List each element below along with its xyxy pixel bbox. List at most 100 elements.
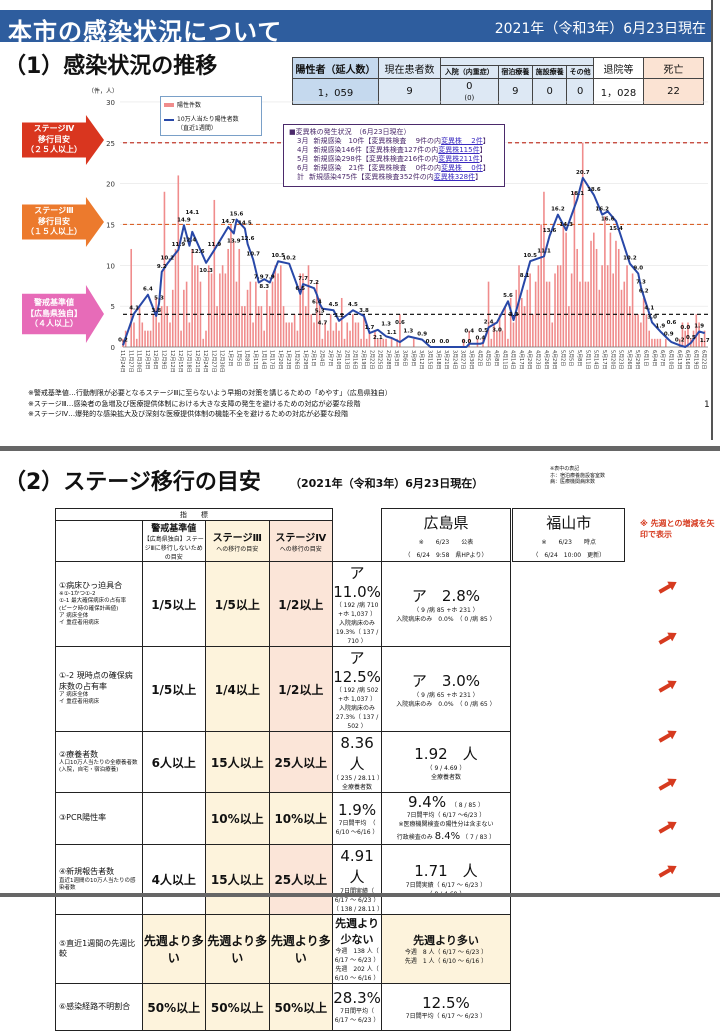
line-value-label: 14.9	[177, 217, 191, 223]
alert-threshold: 1/5以上	[141, 646, 206, 732]
alert-threshold: 4人以上	[141, 844, 206, 915]
bar	[307, 265, 310, 347]
line-value-label: 14.1	[185, 210, 199, 216]
line-value-label: 10.2	[282, 256, 296, 262]
line-value-label: 12.6	[191, 249, 205, 255]
bar	[232, 240, 235, 347]
bar	[357, 322, 360, 347]
bar	[166, 306, 169, 347]
x-tick-label: 5月8日	[576, 350, 582, 366]
line-value-label: 0.6	[395, 320, 405, 326]
x-tick-label: 2月25日	[377, 350, 383, 370]
table-legend-note: ※表中の表記 ホ：宿泊療養施設客室数 病：医療機関病床数	[550, 466, 605, 486]
stage3-threshold: 1/4以上	[204, 646, 270, 732]
bar	[684, 330, 687, 347]
bar	[496, 330, 498, 347]
fukuyama-main: 先週より多い	[413, 934, 479, 947]
line-value-label: 0.2	[118, 337, 128, 343]
fukuyama-pub: ※ 6/23 時点	[541, 538, 596, 546]
line-value-label: 1.9	[656, 323, 666, 329]
line-value-label: 7.7	[298, 276, 308, 282]
x-tick-label: 5月17日	[601, 350, 607, 370]
bar	[659, 338, 662, 347]
line-value-label: 10.5	[523, 253, 537, 259]
section1-title: （1）感染状況の推移	[4, 54, 218, 79]
line-value-label: 5.3	[154, 296, 164, 302]
bar	[626, 265, 628, 347]
legend-line-sub: （直近1週間）	[177, 125, 217, 132]
stage3-marker: ステージⅢ 移行目安 （１５人以上）	[22, 197, 104, 247]
bar	[210, 273, 213, 347]
indicator-row: ①病床ひっ迫具合 ※①-1かつ①-2 ①-1 最大確保病床の占有率 (ピーク時の確…	[55, 561, 625, 647]
line-value-label: 3.3	[509, 312, 519, 318]
x-tick-label: 5月26日	[626, 350, 632, 370]
bar	[141, 322, 144, 347]
bar	[581, 142, 584, 347]
stage3-threshold: 10%以上	[204, 792, 270, 845]
bar	[623, 281, 626, 347]
x-tick-label: 12月30日	[219, 350, 225, 373]
alert-col-title: 警戒基準値	[151, 524, 197, 534]
bar	[526, 289, 529, 347]
hiroshima-main: ア 12.5%	[333, 649, 381, 686]
bar	[133, 322, 135, 347]
bar	[543, 191, 545, 347]
bar	[590, 240, 592, 347]
x-tick-label: 12月6日	[152, 350, 158, 370]
bar-swatch	[164, 103, 174, 107]
line-value-label: 4.7	[318, 321, 328, 327]
y-tick-label: 20	[106, 181, 115, 189]
bar	[277, 273, 279, 347]
section2-date: （2021年（令和3年）6月23日現在）	[290, 477, 484, 490]
bar	[665, 338, 667, 347]
fukuyama-detail: （ 9 / 4.69 ）	[426, 764, 466, 772]
bar	[243, 306, 246, 347]
hiroshima-detail: 今週 138 人（ 6/17 ～ 6/23 ）	[334, 948, 380, 964]
bar	[299, 273, 301, 347]
line-value-label: 8.1	[520, 273, 530, 279]
fukuyama-detail: 入院病床のみ 0.0% （ 0 /病 65 ）	[396, 700, 496, 708]
x-tick-label: 12月15日	[177, 350, 183, 373]
bar	[346, 322, 349, 347]
bar	[523, 306, 526, 347]
x-tick-label: 4月8日	[493, 350, 499, 366]
bar	[149, 330, 152, 347]
bar	[648, 330, 650, 347]
arrow-note: ※ 先週との増減を矢印で表示	[640, 519, 715, 540]
x-tick-label: 1月20日	[277, 350, 283, 370]
variant-text: 】	[479, 155, 487, 164]
line-value-label: 16.6	[601, 216, 615, 222]
bar	[354, 322, 357, 347]
bar	[695, 314, 698, 347]
fukuyama-src: （ 6/24 10:00 更新）	[532, 551, 606, 559]
bar	[462, 338, 465, 347]
bar	[135, 338, 138, 347]
bar	[642, 297, 645, 347]
bar	[177, 175, 180, 347]
bar	[260, 306, 263, 347]
hiroshima-main: 4.91 人	[340, 847, 389, 886]
hiroshima-main: 先週より少ない	[335, 917, 379, 946]
fukuyama-detail: 7日間実績（ 6/17 ～ 6/23 ）	[405, 882, 487, 889]
x-tick-label: 5月5日	[568, 350, 574, 366]
bar	[701, 338, 703, 347]
line-value-label: 15.6	[230, 212, 244, 218]
line-value-label: 14.5	[238, 221, 252, 227]
bar	[617, 248, 620, 347]
alert-threshold: 6人以上	[141, 731, 206, 793]
bar	[565, 232, 567, 347]
bar	[368, 330, 371, 347]
x-tick-label: 12月21日	[194, 350, 200, 373]
bar	[598, 289, 601, 347]
bar	[653, 338, 656, 347]
line-value-label: 18.6	[587, 187, 601, 193]
bar	[227, 248, 229, 347]
bar	[509, 297, 512, 347]
line-value-label: 10.2	[623, 256, 637, 262]
page-header: 本市の感染状況について 2021年（令和3年）6月23日現在	[0, 10, 712, 46]
bar	[468, 330, 470, 347]
bar	[570, 273, 573, 347]
bar	[615, 240, 617, 347]
bar	[498, 314, 501, 347]
stage4-threshold: 25人以上	[268, 844, 333, 915]
